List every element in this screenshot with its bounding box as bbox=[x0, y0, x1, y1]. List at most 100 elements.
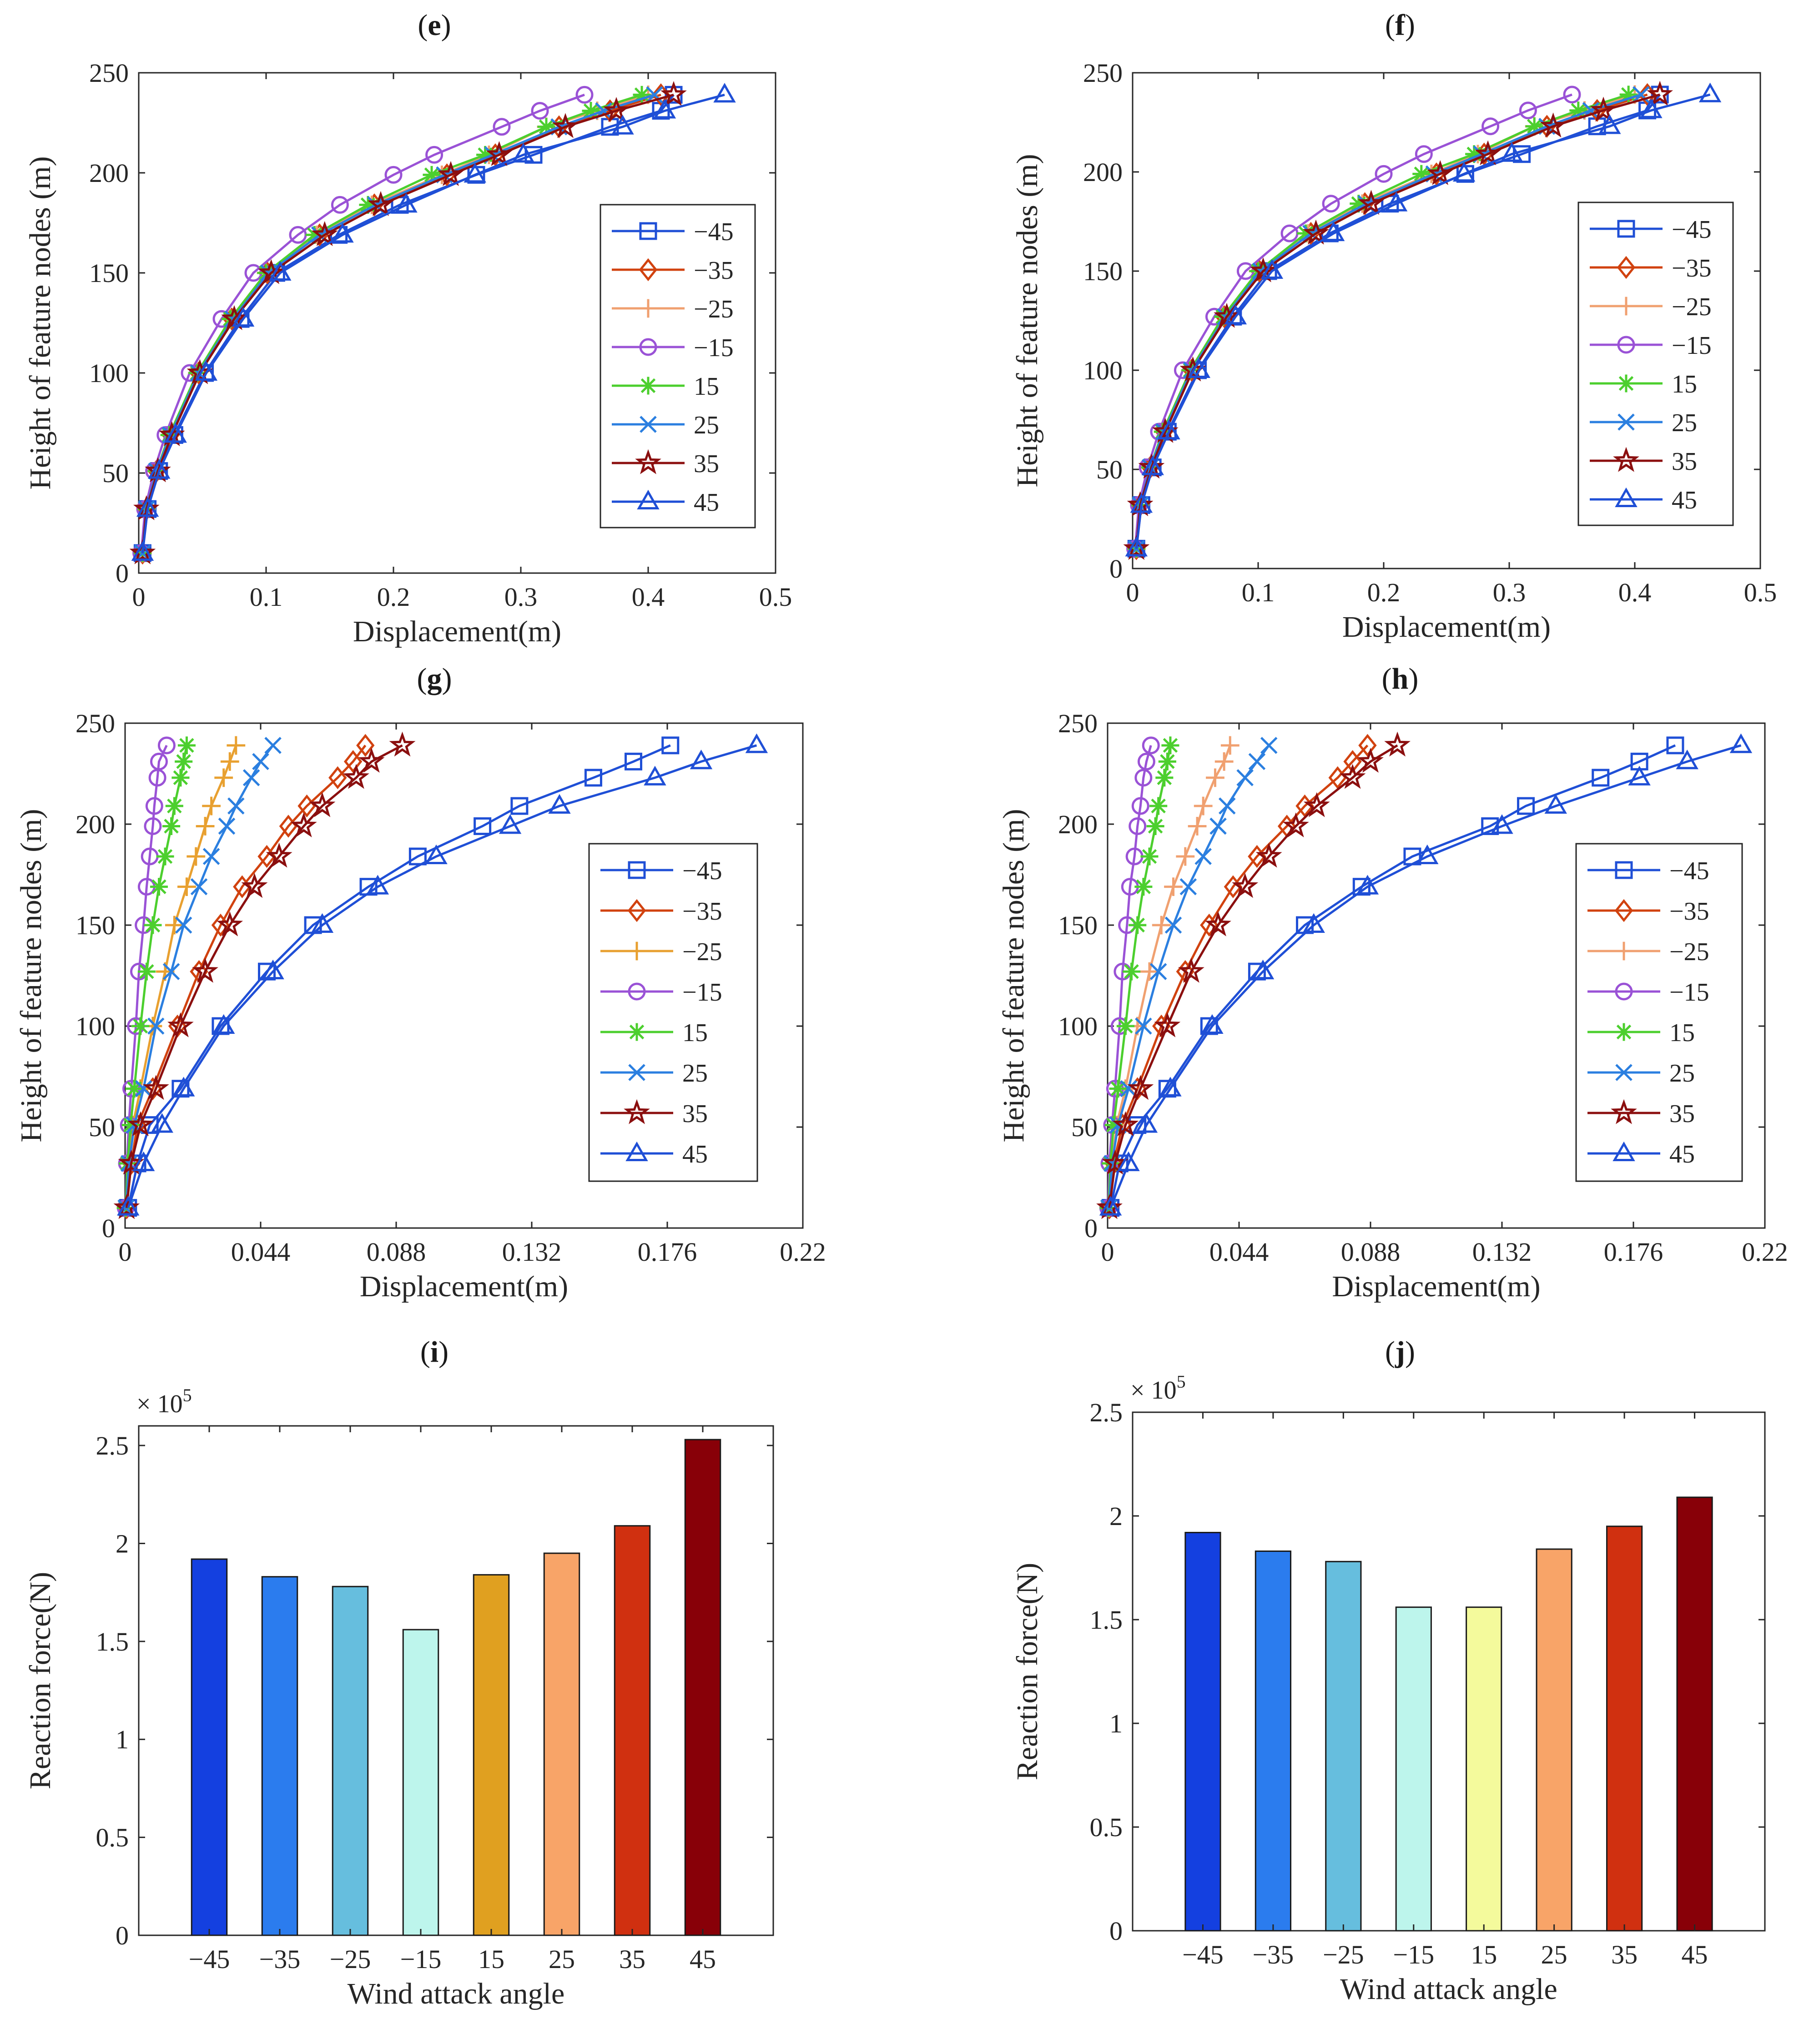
data-point bbox=[190, 878, 208, 896]
data-point bbox=[1104, 1116, 1123, 1134]
legend-label: −45 bbox=[1669, 857, 1709, 885]
data-point bbox=[1475, 140, 1501, 166]
legend-label: −45 bbox=[1672, 216, 1712, 244]
series-line bbox=[127, 744, 757, 1208]
data-point bbox=[1120, 1080, 1137, 1098]
axis-exponent-power: 5 bbox=[1177, 1376, 1186, 1392]
data-point bbox=[162, 963, 180, 980]
data-point bbox=[252, 753, 269, 770]
bar bbox=[191, 1558, 228, 1936]
data-point bbox=[1116, 1017, 1134, 1035]
x-axis-label: Wind attack angle bbox=[1340, 1973, 1557, 2006]
data-point bbox=[359, 196, 377, 214]
data-point bbox=[1563, 86, 1581, 104]
data-point bbox=[1224, 304, 1247, 325]
data-point bbox=[493, 118, 511, 136]
series-group bbox=[113, 731, 768, 1219]
data-point bbox=[1356, 875, 1379, 895]
x-tick-label: 0.5 bbox=[759, 582, 792, 612]
legend-label: −35 bbox=[1669, 897, 1709, 926]
data-point bbox=[331, 196, 349, 214]
data-point bbox=[202, 796, 221, 816]
bar bbox=[1536, 1548, 1572, 1932]
data-point bbox=[266, 842, 292, 868]
y-tick-label: 1.5 bbox=[1090, 1605, 1123, 1635]
legend-marker bbox=[1617, 297, 1636, 316]
x-tick-label: 45 bbox=[1682, 1940, 1708, 1969]
plot-frame bbox=[138, 1425, 774, 1936]
y-tick-label: 250 bbox=[76, 709, 115, 738]
series-−35 bbox=[1100, 734, 1377, 1219]
legend-item: −45 bbox=[1590, 216, 1712, 244]
panel-label-i: (i) bbox=[420, 1335, 449, 1369]
data-point bbox=[368, 191, 394, 216]
legend-label: 35 bbox=[682, 1100, 708, 1128]
data-point bbox=[1384, 731, 1411, 757]
data-point bbox=[1149, 963, 1167, 980]
x-tick-label: −25 bbox=[1323, 1940, 1364, 1969]
data-point bbox=[125, 1080, 143, 1098]
data-point bbox=[644, 765, 666, 785]
data-point bbox=[633, 86, 651, 104]
data-point bbox=[343, 764, 369, 789]
data-point bbox=[1131, 797, 1149, 815]
data-point bbox=[264, 737, 282, 754]
data-point bbox=[1117, 1151, 1140, 1171]
legend-marker bbox=[639, 377, 657, 395]
legend-item: −45 bbox=[612, 218, 734, 246]
legend-marker bbox=[639, 222, 657, 240]
legend-marker bbox=[1617, 374, 1635, 393]
legend-item: −15 bbox=[1590, 332, 1712, 360]
axis-exponent: × 105 bbox=[136, 1385, 192, 1418]
data-point bbox=[1297, 224, 1315, 242]
data-point bbox=[1375, 165, 1393, 183]
legend-item: −35 bbox=[612, 257, 734, 285]
data-point bbox=[217, 911, 243, 936]
data-point bbox=[131, 1017, 150, 1035]
data-point bbox=[331, 223, 354, 243]
legend-item: −15 bbox=[600, 978, 722, 1007]
data-point bbox=[1164, 877, 1183, 896]
data-point bbox=[1209, 817, 1227, 835]
legend-frame bbox=[1577, 201, 1734, 526]
data-point bbox=[512, 143, 535, 163]
data-point bbox=[142, 1075, 169, 1100]
x-tick-label: 0 bbox=[119, 1237, 132, 1267]
x-tick-label: −25 bbox=[330, 1944, 371, 1974]
bar bbox=[473, 1574, 510, 1936]
axis-exponent-base: × 10 bbox=[136, 1390, 183, 1418]
data-point bbox=[1339, 764, 1366, 789]
data-point bbox=[1481, 117, 1500, 136]
data-point bbox=[1135, 1113, 1158, 1133]
chart-g: 0 50 100 150 200 250 0 0.044 0.088 0.132 0.176 0.22… bbox=[15, 709, 826, 1303]
data-point bbox=[192, 957, 218, 983]
y-tick-label: 100 bbox=[1058, 1012, 1098, 1041]
data-point bbox=[1214, 752, 1234, 771]
legend-frame bbox=[588, 843, 758, 1182]
data-point bbox=[1149, 797, 1168, 815]
legend-marker bbox=[628, 861, 646, 879]
x-tick-label: −45 bbox=[1182, 1940, 1224, 1969]
data-point bbox=[131, 541, 154, 561]
data-point bbox=[384, 166, 403, 184]
data-point bbox=[1096, 1194, 1123, 1219]
x-tick-label: 0.044 bbox=[231, 1237, 291, 1267]
data-point bbox=[1130, 493, 1153, 513]
x-tick-label: 15 bbox=[478, 1944, 504, 1974]
legend-label: 15 bbox=[694, 373, 719, 401]
series-−25 bbox=[133, 86, 658, 563]
data-point bbox=[156, 847, 174, 866]
legend-marker bbox=[639, 258, 658, 282]
data-point bbox=[474, 817, 492, 835]
data-point bbox=[186, 847, 206, 866]
chart-i: 0 0.5 1 1.5 2 2.5 Wind attack angle Reaction fo… bbox=[24, 1385, 774, 2010]
legend-item: −15 bbox=[1587, 978, 1709, 1007]
data-point bbox=[1415, 145, 1433, 163]
series-group bbox=[1123, 81, 1722, 560]
legend-label: 35 bbox=[1669, 1100, 1695, 1128]
data-point bbox=[241, 873, 268, 898]
data-point bbox=[1412, 165, 1431, 183]
y-tick-label: 0 bbox=[116, 1921, 129, 1950]
data-point bbox=[1099, 1196, 1122, 1216]
series-15 bbox=[116, 736, 196, 1217]
